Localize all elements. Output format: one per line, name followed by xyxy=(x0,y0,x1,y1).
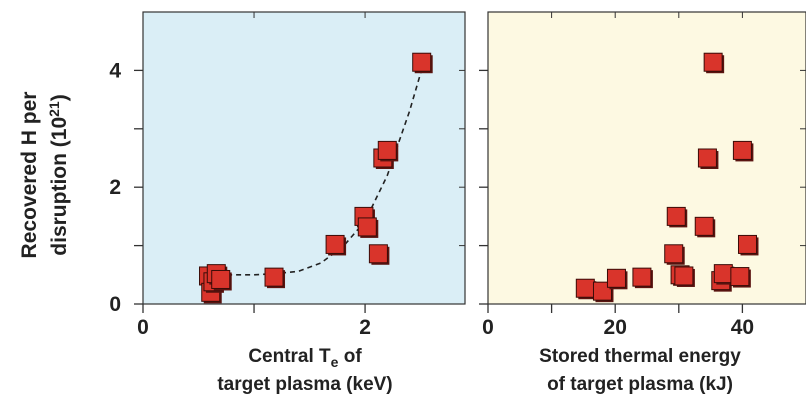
x-axis-title-right-line2: of target plasma (kJ) xyxy=(547,374,733,395)
data-point xyxy=(703,52,725,74)
data-point xyxy=(412,52,433,74)
x-axis-title-left-line1: Central Te of xyxy=(248,346,362,370)
plot-area-left xyxy=(142,11,466,305)
data-point xyxy=(694,216,716,238)
data-point xyxy=(632,267,653,289)
data-point xyxy=(732,140,754,162)
y-axis-title: Recovered H per disruption (1021) xyxy=(18,92,71,259)
data-point xyxy=(697,148,719,169)
x-tick-label: 20 xyxy=(604,316,627,339)
data-point xyxy=(264,267,286,289)
y-axis-title-suffix: ) xyxy=(48,94,71,101)
data-point xyxy=(211,269,232,291)
x-axis-title-left-line2: target plasma (keV) xyxy=(217,374,392,395)
data-point xyxy=(606,268,628,290)
points-right xyxy=(575,52,759,303)
y-axis-title-line2: disruption (1021) xyxy=(46,94,71,255)
data-point xyxy=(737,234,759,256)
data-point xyxy=(730,267,751,288)
data-point xyxy=(357,217,379,238)
data-point xyxy=(325,234,347,256)
ticks-right: 0 20 40 xyxy=(479,12,806,339)
y-tick-label: 4 xyxy=(109,59,121,82)
panel-central-te: 0 2 4 0 2 Central Te of target plasma (keV) xyxy=(109,11,466,395)
y-axis-title-prefix: disruption (10 xyxy=(48,117,71,256)
data-point xyxy=(377,140,399,162)
x-axis-title-left-prefix: Central T xyxy=(248,346,331,367)
y-axis-title-line1: Recovered H per xyxy=(18,92,41,259)
x-axis-title-left-subscript: e xyxy=(331,354,339,370)
ticks-left: 0 2 4 0 2 xyxy=(109,12,465,339)
points-left xyxy=(199,52,433,304)
x-tick-label: 2 xyxy=(359,316,371,339)
y-axis-title-superscript: 21 xyxy=(46,101,62,117)
x-tick-label: 0 xyxy=(137,316,149,339)
data-point xyxy=(368,244,390,265)
y-tick-label: 2 xyxy=(109,176,121,199)
data-point xyxy=(666,206,688,228)
plot-area-right xyxy=(487,11,806,305)
data-point xyxy=(674,266,695,287)
x-tick-label: 0 xyxy=(482,316,494,339)
y-tick-label: 0 xyxy=(109,293,121,316)
trend-line xyxy=(209,65,424,281)
data-point xyxy=(713,264,735,285)
x-axis-title-left-suffix: of xyxy=(338,346,362,367)
x-axis-title-right-line1: Stored thermal energy xyxy=(539,346,741,367)
x-tick-label: 40 xyxy=(731,316,754,339)
data-point xyxy=(664,244,685,265)
panel-stored-energy: 0 20 40 Stored thermal energy of target pl… xyxy=(479,11,806,395)
